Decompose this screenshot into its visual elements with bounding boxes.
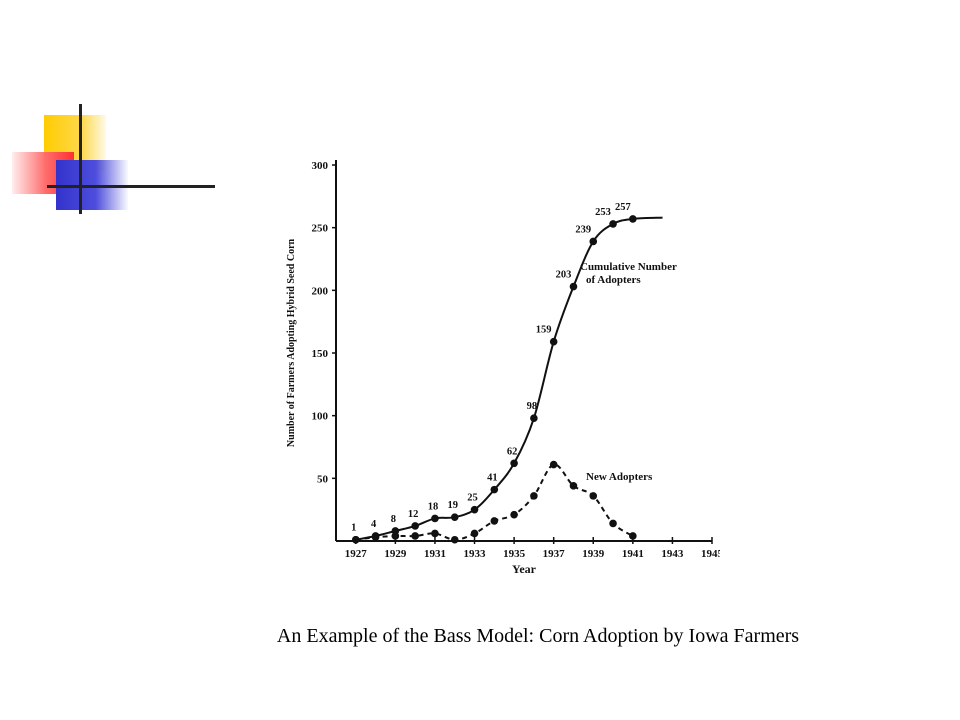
y-axis-label: Number of Farmers Adopting Hybrid Seed C… [286, 238, 297, 447]
point-label: 253 [595, 207, 611, 218]
new-adopters-point [431, 529, 439, 538]
new-adopters-point [371, 533, 380, 542]
point-label: 19 [447, 500, 458, 511]
point-label: 159 [536, 325, 552, 336]
x-tick-label: 1945 [701, 548, 720, 560]
new-adopters-point [510, 510, 518, 519]
cumulative-adopters-point [490, 485, 499, 494]
point-label: 239 [575, 224, 591, 235]
point-label: 18 [428, 501, 439, 512]
x-axis-label: Year [512, 562, 537, 576]
point-label: 41 [487, 473, 498, 484]
new-adopters-point [450, 535, 459, 544]
cumulative-adopters-point [589, 237, 598, 246]
cumulative-adopters-point [411, 522, 419, 530]
y-tick-label: 250 [312, 223, 329, 235]
y-tick-label: 200 [312, 285, 329, 297]
point-label: 4 [371, 519, 377, 530]
new-adopters-point [549, 460, 558, 469]
cumulative-adopters-line [355, 216, 663, 541]
annotation-new: New Adopters [586, 471, 653, 483]
cumulative-adopters-point [549, 337, 558, 346]
chart: 50 100 150 200 250 300 1927 1929 1931 1933 1935 193… [280, 150, 720, 580]
cumulative-adopters-point [470, 505, 479, 514]
point-labels: 1 4 8 12 18 19 25 41 62 98 159 203 239 253 257 [351, 202, 631, 534]
x-tick-label: 1943 [661, 548, 684, 560]
new-adopters-point [490, 517, 499, 525]
x-tick-label: 1927 [345, 548, 368, 560]
axes: 50 100 150 200 250 300 1927 1929 1931 1933 1935 193… [312, 160, 720, 560]
point-label: 1 [351, 523, 356, 534]
x-tick-label: 1935 [503, 548, 525, 560]
annotation-cumulative: Cumulative Number of Adopters [580, 261, 677, 286]
series-points [351, 215, 637, 544]
x-tick-label: 1941 [622, 548, 644, 560]
caption: An Example of the Bass Model: Corn Adopt… [276, 625, 800, 647]
deco-vertical-line [79, 104, 82, 214]
point-label: 257 [615, 202, 631, 213]
x-tick-label: 1931 [424, 548, 446, 560]
y-tick-label: 50 [317, 473, 329, 485]
x-tick-label: 1939 [582, 548, 605, 560]
cumulative-adopters-point [530, 414, 538, 422]
new-adopters-point [470, 529, 479, 538]
chart-text: Year Number of Farmers Adopting Hybrid Se… [286, 238, 677, 576]
cumulative-adopters-point [569, 282, 578, 291]
y-tick-label: 100 [312, 411, 329, 423]
y-tick-label: 300 [312, 160, 329, 172]
new-adopters-point [391, 532, 400, 540]
point-label: 203 [556, 270, 572, 281]
x-tick-label: 1933 [464, 548, 487, 560]
annotation-cumulative-line1: Cumulative Number [580, 261, 677, 273]
cumulative-adopters-point [450, 513, 459, 521]
point-label: 8 [391, 514, 396, 525]
cumulative-adopters-point [629, 215, 637, 223]
cumulative-adopters-point [609, 220, 617, 228]
annotation-cumulative-line2: of Adopters [586, 274, 641, 286]
point-label: 62 [507, 446, 518, 457]
new-adopters-point [589, 492, 598, 500]
point-label: 12 [408, 509, 419, 520]
new-adopters-point [411, 532, 419, 540]
new-adopters-point [609, 519, 617, 528]
chart-svg: 50 100 150 200 250 300 1927 1929 1931 1933 1935 193… [286, 160, 720, 576]
new-adopters-point [530, 492, 538, 500]
new-adopters-point [569, 482, 578, 490]
cumulative-adopters-point [510, 459, 518, 468]
point-label: 98 [527, 401, 538, 412]
deco-horizontal-line [47, 185, 215, 188]
cumulative-adopters-point [431, 514, 439, 523]
x-tick-label: 1929 [384, 548, 407, 560]
point-label: 25 [467, 493, 478, 504]
new-adopters-point [351, 535, 360, 544]
x-tick-label: 1937 [543, 548, 566, 560]
new-adopters-point [629, 532, 637, 540]
y-tick-label: 150 [312, 348, 329, 360]
